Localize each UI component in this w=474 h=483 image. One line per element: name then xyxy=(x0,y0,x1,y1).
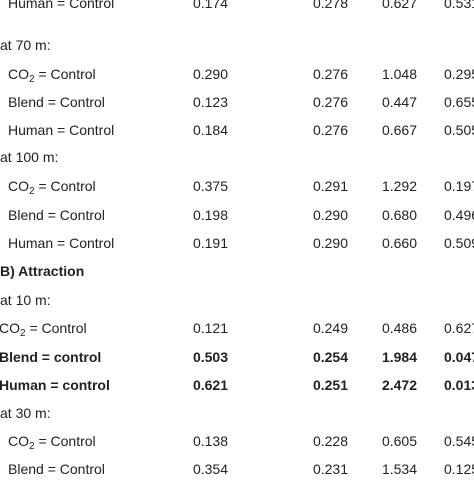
table-row: Human = Control 0.184 0.276 0.667 0.505 xyxy=(0,116,474,144)
row-label: Human = Control xyxy=(8,122,115,138)
label-subscript: 2 xyxy=(29,74,35,85)
row-label: at 100 m: xyxy=(0,149,59,165)
value-cell: 0.184 xyxy=(192,122,228,138)
value-cell: 0.375 xyxy=(192,178,228,194)
row-label: Blend = Control xyxy=(8,207,105,223)
label-text: CO xyxy=(8,66,29,82)
value-cell: 0.655 xyxy=(444,94,474,110)
label-text: CO xyxy=(0,320,20,336)
value-cell: 0.295 xyxy=(444,66,474,82)
value-cell: 0.496 xyxy=(444,207,474,223)
value-cell: 0.627 xyxy=(381,0,417,11)
row-label: CO2 = Control xyxy=(8,427,96,455)
row-label: at 10 m: xyxy=(0,292,51,308)
row-label: at 70 m: xyxy=(0,37,51,53)
value-cell: 0.621 xyxy=(192,377,228,393)
value-cell: 0.680 xyxy=(381,207,417,223)
row-label: Blend = Control xyxy=(8,94,105,110)
value-cell: 0.290 xyxy=(312,207,348,223)
value-cell: 0.249 xyxy=(312,320,348,336)
value-cell: 0.290 xyxy=(192,66,228,82)
table-row: Blend = Control 0.198 0.290 0.680 0.496 xyxy=(0,201,474,229)
value-cell: 1.984 xyxy=(381,349,417,365)
value-cell: 0.138 xyxy=(192,433,228,449)
row-label: Blend = control xyxy=(0,349,102,365)
value-cell: 0.174 xyxy=(192,0,228,11)
table-row: Blend = Control 0.354 0.231 1.534 0.125 xyxy=(0,455,474,483)
label-subscript: 2 xyxy=(29,441,35,452)
label-subscript: 2 xyxy=(20,328,26,339)
value-cell: 1.534 xyxy=(381,461,417,477)
table-row: Human = Control 0.174 0.278 0.627 0.531 xyxy=(0,0,474,17)
value-cell: 0.251 xyxy=(312,377,348,393)
value-cell: 2.472 xyxy=(381,377,417,393)
value-cell: 0.447 xyxy=(381,94,417,110)
section-heading-row: B) Attraction xyxy=(0,257,474,285)
label-text: CO xyxy=(8,178,29,194)
value-cell: 0.276 xyxy=(312,122,348,138)
label-text: = Control xyxy=(34,66,96,82)
table-row: Human = control 0.621 0.251 2.472 0.013 xyxy=(0,371,474,399)
group-heading-row: at 70 m: xyxy=(0,31,474,59)
label-text: = Control xyxy=(25,320,87,336)
table-row: CO2 = Control 0.290 0.276 1.048 0.295 xyxy=(0,60,474,88)
value-cell: 0.486 xyxy=(381,320,417,336)
value-cell: 1.048 xyxy=(381,66,417,82)
value-cell: 0.291 xyxy=(312,178,348,194)
row-label: CO2 = Control xyxy=(8,172,96,200)
value-cell: 0.667 xyxy=(381,122,417,138)
value-cell: 0.197 xyxy=(444,178,474,194)
value-cell: 0.123 xyxy=(192,94,228,110)
value-cell: 0.627 xyxy=(444,320,474,336)
row-label: at 30 m: xyxy=(0,405,51,421)
row-label: Human = Control xyxy=(8,235,115,251)
value-cell: 0.231 xyxy=(312,461,348,477)
value-cell: 0.228 xyxy=(312,433,348,449)
row-label: B) Attraction xyxy=(0,263,85,279)
value-cell: 0.531 xyxy=(444,0,474,11)
value-cell: 0.503 xyxy=(192,349,228,365)
value-cell: 1.292 xyxy=(381,178,417,194)
row-label: CO2 = Control xyxy=(8,60,96,88)
table-row: Blend = control 0.503 0.254 1.984 0.047 xyxy=(0,343,474,371)
value-cell: 0.290 xyxy=(312,235,348,251)
group-heading-row: at 30 m: xyxy=(0,399,474,427)
label-text: = Control xyxy=(34,433,96,449)
value-cell: 0.276 xyxy=(312,66,348,82)
table-row: CO2 = Control 0.138 0.228 0.605 0.545 xyxy=(0,427,474,455)
label-subscript: 2 xyxy=(29,186,35,197)
row-label: Human = Control xyxy=(8,0,115,11)
value-cell: 0.191 xyxy=(192,235,228,251)
value-cell: 0.605 xyxy=(381,433,417,449)
row-label: CO2 = Control xyxy=(0,314,87,342)
value-cell: 0.278 xyxy=(312,0,348,11)
value-cell: 0.545 xyxy=(444,433,474,449)
value-cell: 0.660 xyxy=(381,235,417,251)
table-row: CO2 = Control 0.121 0.249 0.486 0.627 xyxy=(0,314,474,342)
value-cell: 0.276 xyxy=(312,94,348,110)
value-cell: 0.198 xyxy=(192,207,228,223)
value-cell: 0.125 xyxy=(444,461,474,477)
table-row: Blend = Control 0.123 0.276 0.447 0.655 xyxy=(0,88,474,116)
table-row: CO2 = Control 0.375 0.291 1.292 0.197 xyxy=(0,172,474,200)
value-cell: 0.505 xyxy=(444,122,474,138)
value-cell: 0.013 xyxy=(444,377,474,393)
row-label: Human = control xyxy=(0,377,110,393)
group-heading-row: at 10 m: xyxy=(0,286,474,314)
row-label: Blend = Control xyxy=(8,461,105,477)
value-cell: 0.354 xyxy=(192,461,228,477)
label-text: = Control xyxy=(34,178,96,194)
value-cell: 0.047 xyxy=(444,349,474,365)
value-cell: 0.121 xyxy=(192,320,228,336)
group-heading-row: at 100 m: xyxy=(0,143,474,171)
value-cell: 0.254 xyxy=(312,349,348,365)
value-cell: 0.509 xyxy=(444,235,474,251)
label-text: CO xyxy=(8,433,29,449)
table-row: Human = Control 0.191 0.290 0.660 0.509 xyxy=(0,229,474,257)
